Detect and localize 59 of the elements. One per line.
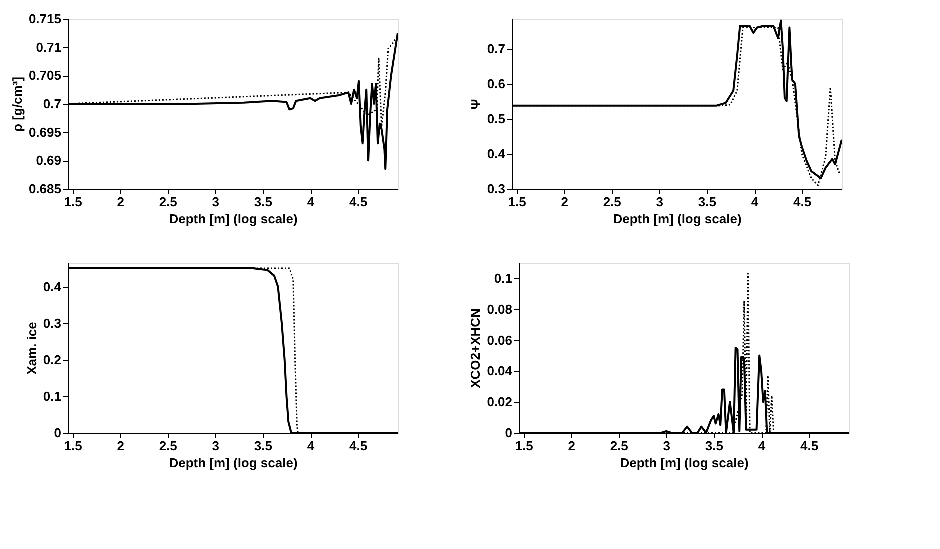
y-axis-title: Xam. ice (24, 322, 40, 375)
y-axis-title: ρ [g/cm³] (10, 77, 25, 132)
y-tick-label: 0.7 (43, 96, 62, 112)
x-tick-label: 4 (307, 438, 316, 454)
x-tick-label: 1.5 (515, 438, 534, 454)
y-tick-label: 0.1 (43, 388, 62, 404)
y-tick-label: 0.705 (28, 68, 62, 84)
y-tick-label: 0.02 (487, 394, 512, 410)
y-tick-label: 0.3 (43, 316, 62, 331)
x-tick-label: 2.5 (159, 194, 178, 210)
x-tick-label: 2 (568, 438, 576, 454)
y-tick-label: 0.1 (494, 270, 512, 286)
x-tick-label: 3 (212, 438, 220, 454)
y-tick-label: 0.2 (43, 352, 62, 368)
x-tick-label: 2 (561, 194, 568, 210)
x-tick-label: 3 (663, 438, 671, 454)
y-tick-label: 0.06 (487, 332, 512, 348)
y-tick-label: 0.71 (36, 40, 62, 55)
x-tick-label: 4 (758, 438, 766, 454)
x-tick-label: 4 (307, 194, 316, 210)
y-tick-label: 0.695 (28, 124, 62, 140)
x-tick-label: 2 (117, 194, 124, 210)
y-tick-label: 0 (54, 426, 62, 440)
x-tick-label: 4.5 (350, 438, 368, 454)
x-tick-label: 2.5 (159, 438, 178, 454)
x-tick-label: 4.5 (800, 438, 819, 454)
y-tick-label: 0.5 (487, 111, 506, 126)
x-tick-label: 4.5 (794, 194, 812, 210)
y-axis-title: Ψ (468, 99, 484, 110)
x-axis-title: Depth [m] (log scale) (620, 456, 749, 470)
y-tick-label: 0.3 (487, 182, 506, 196)
x-tick-label: 1.5 (64, 194, 82, 210)
y-tick-label: 0.4 (43, 279, 62, 294)
x-tick-label: 3.5 (698, 194, 716, 210)
y-tick-label: 0.04 (487, 364, 514, 379)
x-tick-label: 3 (656, 194, 664, 210)
x-axis-title: Depth [m] (log scale) (613, 212, 742, 226)
x-tick-label: 2 (117, 438, 124, 454)
y-axis-title: XCO2+XHCN (468, 308, 484, 388)
x-tick-label: 2.5 (610, 438, 628, 454)
x-tick-label: 4 (751, 194, 760, 210)
y-tick-label: 0.08 (487, 302, 512, 317)
y-tick-label: 0.7 (487, 41, 506, 56)
x-tick-label: 1.5 (508, 194, 526, 210)
x-tick-label: 3.5 (254, 438, 272, 454)
x-tick-label: 1.5 (64, 438, 82, 454)
x-axis-title: Depth [m] (log scale) (169, 456, 298, 470)
x-axis-title: Depth [m] (log scale) (169, 212, 298, 226)
y-tick-label: 0.715 (28, 12, 62, 26)
x-tick-label: 4.5 (350, 194, 368, 210)
y-tick-label: 0 (505, 426, 512, 440)
y-tick-label: 0.685 (28, 182, 62, 196)
y-tick-label: 0.4 (487, 146, 506, 162)
y-tick-label: 0.69 (36, 153, 62, 168)
x-tick-label: 2.5 (603, 194, 622, 210)
x-tick-label: 3.5 (254, 194, 272, 210)
x-tick-label: 3.5 (705, 438, 724, 454)
y-tick-label: 0.6 (487, 76, 506, 92)
x-tick-label: 3 (212, 194, 220, 210)
